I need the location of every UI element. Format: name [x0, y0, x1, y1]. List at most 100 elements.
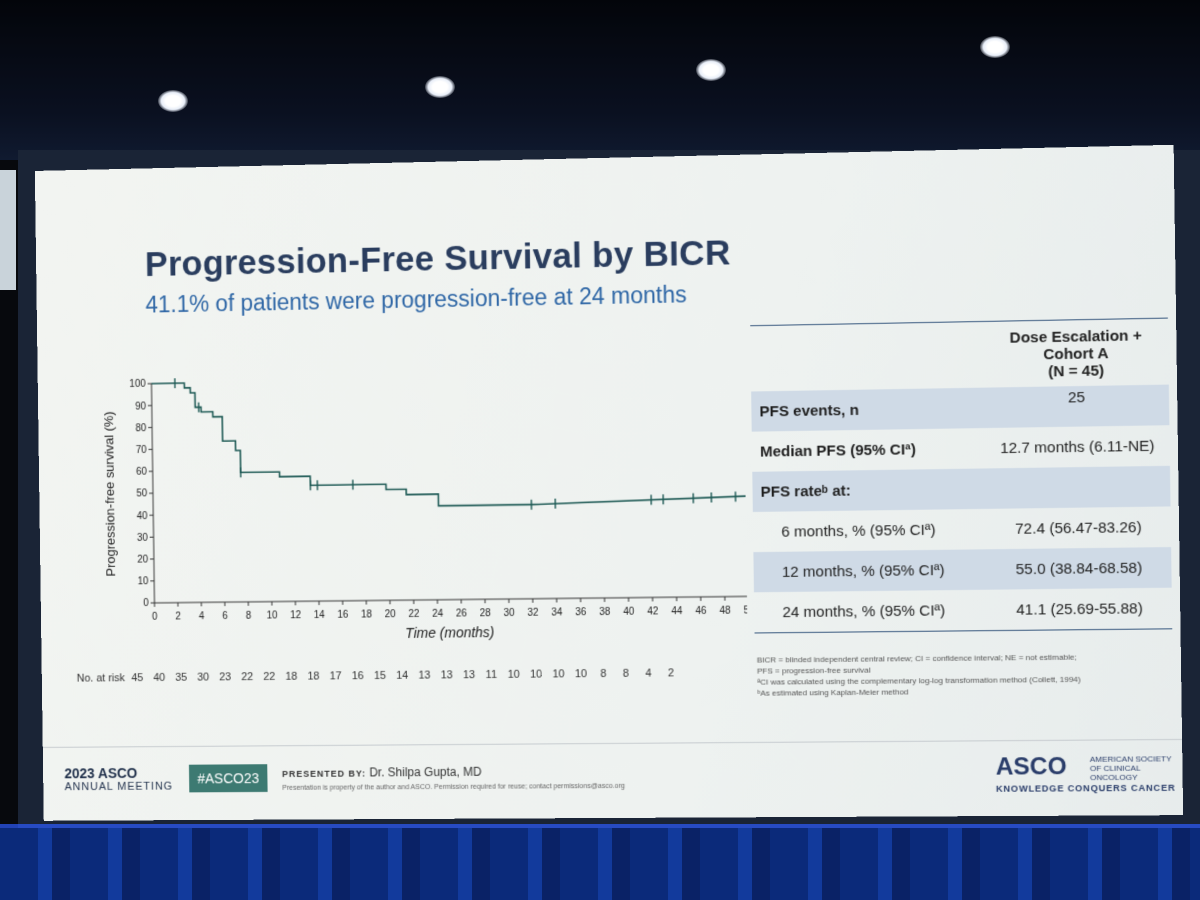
- meeting-label: ANNUAL MEETING: [65, 781, 174, 793]
- slide-subtitle: 41.1% of patients were progression-free …: [145, 281, 686, 318]
- footer-rule: [43, 739, 1182, 748]
- row-value: 72.4 (56.47-83.26): [986, 518, 1171, 538]
- at-risk-count: 4: [637, 667, 660, 679]
- at-risk-count: 14: [391, 670, 413, 682]
- row-label: 6 months, % (95% CIª): [753, 521, 986, 541]
- x-tick-label: 6: [222, 611, 228, 622]
- x-tick-label: 32: [527, 608, 539, 619]
- x-tick-label: 42: [647, 606, 659, 617]
- x-tick-label: 36: [575, 607, 587, 618]
- y-tick-label: 0: [143, 598, 149, 609]
- at-risk-count: 18: [302, 671, 324, 683]
- at-risk-count: 8: [592, 668, 615, 680]
- table-row-6-months: 6 months, % (95% CIª) 72.4 (56.47-83.26): [753, 506, 1171, 552]
- at-risk-count: 23: [214, 671, 236, 683]
- presented-by-label: PRESENTED BY:: [282, 769, 366, 779]
- at-risk-count: 11: [480, 669, 503, 681]
- x-tick-label: 38: [599, 607, 611, 618]
- pfs-table: Dose Escalation + Cohort A (N = 45) PFS …: [750, 318, 1172, 634]
- y-tick-label: 80: [135, 423, 146, 434]
- side-panel: [0, 170, 16, 290]
- km-chart: 0 2 4 6 8 10 12 14 16 18 20 22 24 26 28 30 32 34 36 38 40 42 4…: [71, 345, 748, 672]
- at-risk-count: 13: [458, 669, 480, 681]
- at-risk-label: No. at risk: [77, 672, 124, 684]
- x-tick-label: 18: [361, 609, 373, 620]
- stage-light: [980, 36, 1010, 58]
- at-risk-count: 30: [192, 672, 214, 684]
- at-risk-count: 17: [324, 670, 346, 682]
- y-tick-label: 30: [137, 533, 148, 544]
- row-value: [986, 486, 1171, 489]
- x-tick-label: 46: [695, 606, 707, 617]
- y-tick-label: 90: [135, 401, 146, 412]
- at-risk-count: 15: [369, 670, 391, 682]
- at-risk-count: 10: [570, 668, 593, 680]
- y-tick-label: 60: [136, 467, 147, 478]
- row-value: 55.0 (38.84-68.58): [987, 559, 1172, 578]
- at-risk-count: 18: [280, 671, 302, 683]
- x-tick-label: 20: [385, 609, 397, 620]
- at-risk-count: 45: [126, 672, 148, 684]
- at-risk-count: 40: [148, 672, 170, 684]
- stage-light: [425, 76, 455, 98]
- table-row-24-months: 24 months, % (95% CIª) 41.1 (25.69-55.88…: [754, 588, 1172, 633]
- x-tick-label: 4: [199, 611, 205, 622]
- x-tick-label: 44: [671, 606, 683, 617]
- y-tick-label: 70: [136, 445, 147, 456]
- y-tick-label: 10: [137, 577, 148, 588]
- row-value: 41.1 (25.69-55.88): [987, 599, 1172, 618]
- x-tick-label: 22: [408, 609, 420, 620]
- at-risk-count: 2: [660, 667, 683, 679]
- header-line-1: Dose Escalation +: [983, 327, 1168, 348]
- stage-light: [696, 59, 726, 81]
- at-risk-count: 22: [236, 671, 258, 683]
- y-tick-label: 100: [129, 379, 146, 390]
- y-tick-label: 20: [137, 555, 148, 566]
- x-tick-label: 16: [337, 610, 349, 621]
- footnotes: BICR = blinded independent central revie…: [757, 651, 1183, 699]
- table-row-pfs-rate: PFS rateᵇ at:: [752, 466, 1170, 512]
- permission-notice: Presentation is property of the author a…: [282, 783, 625, 792]
- asco-tagline: KNOWLEDGE CONQUERS CANCER: [996, 783, 1176, 794]
- row-label: Median PFS (95% CIª): [752, 440, 985, 461]
- x-tick-label: 12: [290, 610, 302, 621]
- slide-title: Progression-Free Survival by BICR: [145, 233, 731, 285]
- x-tick-label: 14: [314, 610, 326, 621]
- table-row-12-months: 12 months, % (95% CIª) 55.0 (38.84-68.58…: [753, 547, 1171, 592]
- ceiling: [0, 0, 1200, 160]
- at-risk-count: 35: [170, 672, 192, 684]
- row-label: 24 months, % (95% CIª): [754, 601, 987, 621]
- header-line-3: (N = 45): [984, 361, 1169, 381]
- x-tick-label: 0: [152, 612, 158, 623]
- x-tick-label: 40: [623, 607, 635, 618]
- at-risk-count: 16: [347, 670, 369, 682]
- x-tick-label: 24: [432, 609, 444, 620]
- at-risk-count: 8: [615, 668, 638, 680]
- x-tick-label: 30: [503, 608, 515, 619]
- x-tick-label: 28: [480, 608, 492, 619]
- at-risk-count: 13: [413, 670, 435, 682]
- x-tick-label: 34: [551, 607, 563, 618]
- x-axis-line: [154, 596, 747, 603]
- at-risk-count: 13: [435, 669, 457, 681]
- row-label: 12 months, % (95% CIª): [754, 561, 987, 581]
- x-tick-label: 48: [719, 606, 731, 617]
- row-label: PFS rateᵇ at:: [752, 480, 985, 500]
- km-survival-curve: [151, 374, 747, 510]
- row-value: 25: [984, 385, 1169, 408]
- asco-meeting-logo: 2023 ASCO ANNUAL MEETING: [64, 765, 173, 793]
- y-tick-label: 40: [137, 511, 148, 522]
- at-risk-count: 10: [502, 669, 525, 681]
- presentation-slide: Progression-Free Survival by BICR 41.1% …: [35, 145, 1183, 821]
- x-tick-label: 8: [246, 611, 252, 622]
- stage-curtain: [0, 828, 1200, 900]
- x-tick-label: 2: [175, 611, 181, 622]
- asco-logo: ASCO: [996, 753, 1067, 782]
- presenter-line: PRESENTED BY: Dr. Shilpa Gupta, MD: [282, 765, 482, 780]
- table-column-header: Dose Escalation + Cohort A (N = 45): [750, 319, 1169, 392]
- table-row-pfs-events: PFS events, n 25: [751, 385, 1169, 432]
- row-label: PFS events, n: [751, 399, 984, 420]
- at-risk-count: 10: [525, 668, 548, 680]
- at-risk-count: 22: [258, 671, 280, 683]
- asco-year: 2023 ASCO: [64, 765, 137, 781]
